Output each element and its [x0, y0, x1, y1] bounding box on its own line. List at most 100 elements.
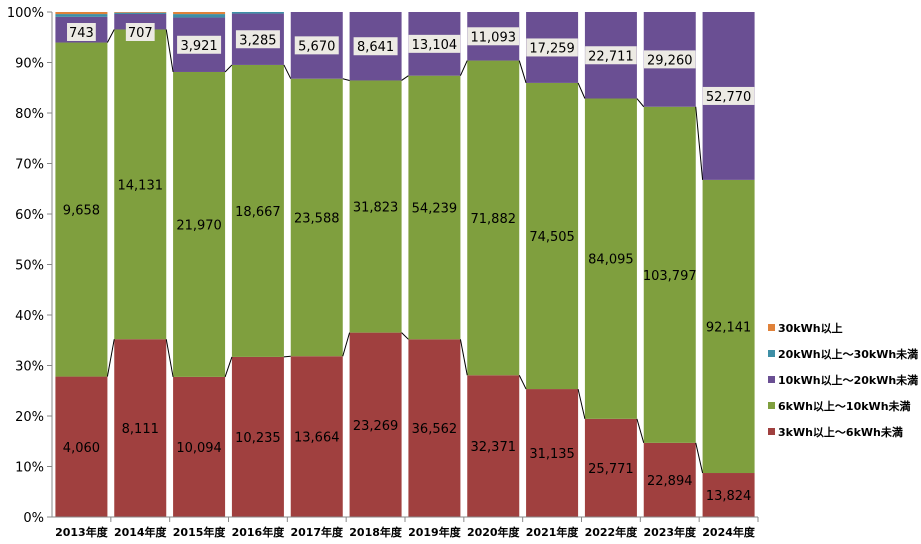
series-connector [636, 418, 645, 444]
series-connector [342, 332, 351, 357]
x-tick-label: 2024年度 [702, 525, 756, 539]
bar-segment [702, 179, 755, 474]
data-label-box [702, 86, 755, 105]
data-label-box [177, 35, 222, 54]
data-label-box [643, 50, 696, 69]
bar-segment [55, 376, 108, 517]
y-tick-label: 50% [15, 259, 44, 274]
bar-segment [173, 376, 226, 517]
series-connector [106, 29, 115, 43]
legend-label: 10kWh以上～20kWh未満 [778, 373, 918, 387]
bar-segment [231, 12, 284, 14]
bar-segment [290, 78, 343, 357]
series-connector [224, 356, 233, 378]
legend-label: 30kWh以上 [778, 321, 843, 335]
legend-label: 6kWh以上～10kWh未満 [778, 399, 911, 413]
x-tick-label: 2014年度 [114, 525, 168, 539]
data-label-box [125, 23, 155, 41]
bar-segment [643, 106, 696, 443]
data-label: 21,970 [176, 218, 222, 233]
x-tick-label: 2019年度 [408, 525, 462, 539]
data-label: 14,131 [118, 178, 164, 193]
data-label-box [467, 27, 520, 46]
y-tick-label: 30% [15, 360, 44, 375]
bar-segment [114, 12, 167, 14]
bar-segment [349, 332, 402, 517]
bar-segment [526, 82, 579, 390]
data-label: 25,771 [588, 462, 634, 477]
data-label: 23,269 [353, 419, 399, 434]
series-connector [695, 442, 704, 474]
bar-segment [584, 98, 637, 419]
data-label: 5,670 [298, 39, 335, 54]
y-tick-label: 80% [15, 107, 44, 122]
series-connector [165, 29, 174, 73]
series-connector [165, 339, 174, 377]
y-tick-label: 70% [15, 158, 44, 173]
data-labels: 4,060 8,111 10,094 10,235 13,664 23,269 36,562… [63, 23, 755, 504]
data-label-box [353, 37, 398, 56]
data-label: 13,824 [706, 489, 752, 504]
series-connector [695, 106, 704, 180]
data-label: 32,371 [471, 440, 517, 455]
bar-segment [584, 418, 637, 517]
data-label: 74,505 [529, 230, 575, 245]
bar-segment [173, 71, 226, 377]
bar-segment [55, 14, 108, 17]
y-tick-label: 90% [15, 57, 44, 72]
y-tick-label: 40% [15, 309, 44, 324]
legend-swatch [768, 350, 775, 357]
series-connector [518, 60, 527, 84]
bar-segment [349, 80, 402, 333]
series-connector [342, 78, 350, 81]
series-connector [459, 60, 468, 76]
series-connector [577, 82, 586, 99]
legend-swatch [768, 428, 775, 435]
legend-label: 3kWh以上～6kWh未満 [778, 425, 903, 439]
series-connector [636, 98, 645, 108]
bar-segment [408, 75, 461, 340]
bar-segment [290, 356, 343, 517]
x-tick-label: 2023年度 [643, 525, 697, 539]
bar-segment [173, 14, 226, 18]
data-label: 743 [69, 26, 94, 41]
data-label: 54,239 [412, 201, 458, 216]
data-label: 29,260 [647, 53, 693, 68]
bar-segment [643, 442, 696, 517]
x-tick-label: 2022年度 [585, 525, 639, 539]
data-label-box [585, 46, 637, 65]
bar-segment [408, 339, 461, 517]
y-tick-label: 100% [7, 6, 44, 21]
data-label: 71,882 [471, 212, 517, 227]
data-label: 22,711 [588, 49, 634, 64]
bar-segment [467, 60, 520, 376]
data-label: 8,641 [357, 40, 394, 55]
series-connector [518, 375, 527, 390]
y-tick-label: 0% [23, 511, 44, 526]
bar-segment [173, 12, 226, 15]
legend-label: 20kWh以上～30kWh未満 [778, 347, 918, 361]
data-label: 36,562 [412, 422, 458, 437]
data-label-box [408, 34, 461, 53]
y-tick-label: 20% [15, 410, 44, 425]
x-tick-label: 2021年度 [526, 525, 580, 539]
y-axis: 0% 10% 20% 30% 40% 50% 60% 70% 80% 90% 100% [7, 6, 53, 526]
series-connector [401, 75, 409, 81]
x-tick-label: 2020年度 [467, 525, 521, 539]
bar-segment [702, 473, 755, 517]
series-connector [459, 339, 468, 376]
data-label: 707 [128, 26, 153, 41]
series-connector-lines [106, 29, 704, 474]
x-axis: 2013年度 2014年度 2015年度 2016年度 2017年度 2018年度 2019… [52, 516, 759, 539]
data-label: 10,235 [235, 431, 281, 446]
bars-group [55, 12, 755, 517]
legend-swatch [768, 376, 775, 383]
data-label: 23,588 [294, 211, 340, 226]
bar-segment [114, 339, 167, 517]
data-label: 3,921 [180, 39, 217, 54]
data-label: 11,093 [471, 30, 517, 45]
data-label: 17,259 [529, 41, 575, 56]
bar-segment [467, 375, 520, 517]
data-label-box [294, 36, 339, 55]
